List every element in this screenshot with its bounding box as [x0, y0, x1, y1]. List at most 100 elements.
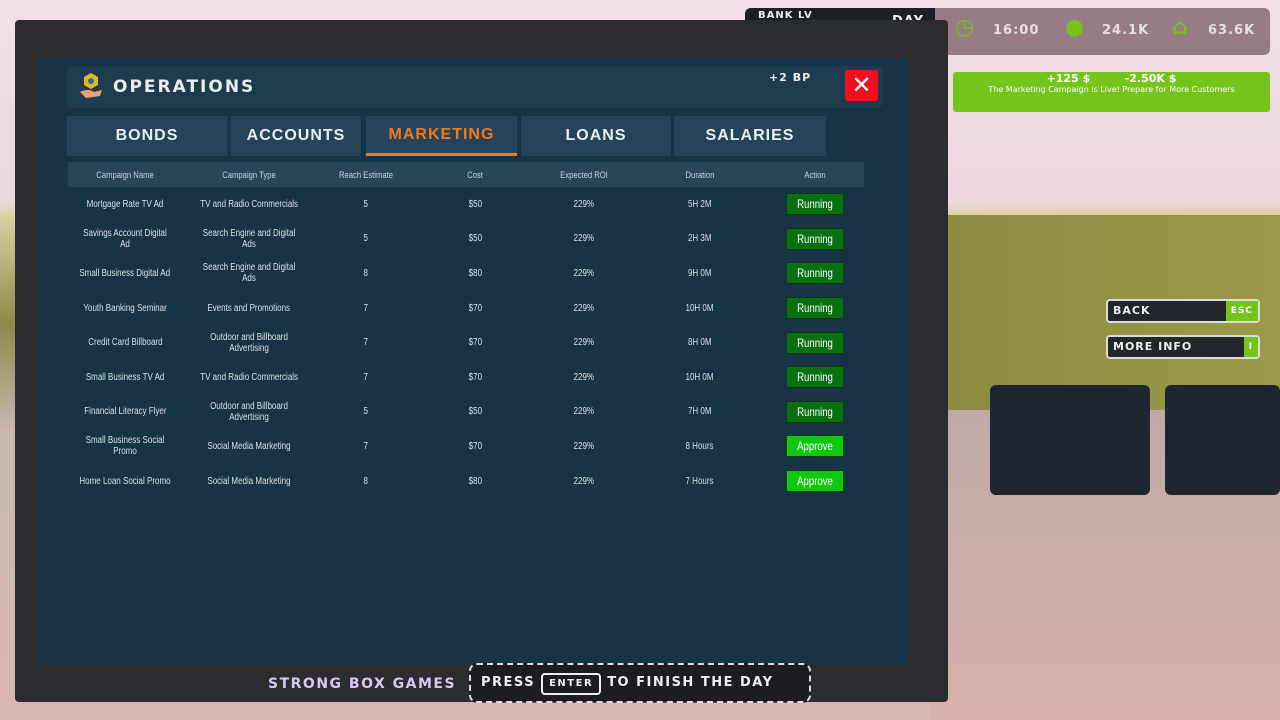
notification-message: The Marketing Campaign is Live! Prepare … — [988, 85, 1235, 94]
table-cell: 2H 3M — [634, 222, 766, 257]
cell-text: TV and Radio Commercials — [200, 198, 298, 210]
table-cell: 7 — [316, 360, 416, 395]
bank-value: 63.6K — [1208, 23, 1256, 38]
tab-accounts[interactable]: ACCOUNTS — [231, 116, 361, 156]
table-cell: Running — [766, 360, 864, 395]
table-cell: 229% — [534, 325, 634, 360]
table-cell: Running — [766, 325, 864, 360]
table-cell: $50 — [416, 222, 534, 257]
approve-button[interactable]: Approve — [786, 470, 844, 493]
table-cell: TV and Radio Commercials — [182, 187, 316, 222]
studio-name: STRONG BOX GAMES — [268, 676, 457, 692]
cell-text: 8 — [363, 267, 369, 279]
cell-text: $50 — [468, 198, 482, 210]
cell-text: 10H 0M — [685, 302, 714, 314]
finish-day-prompt[interactable]: PRESS ENTER TO FINISH THE DAY — [469, 663, 811, 703]
table-cell: Approve — [766, 464, 864, 499]
cell-text: 5H 2M — [688, 198, 712, 210]
cell-text: 8 — [363, 475, 369, 487]
cell-text: Small Business TV Ad — [85, 371, 165, 383]
cell-text: $70 — [468, 337, 482, 349]
tab-marketing[interactable]: MARKETING — [366, 116, 517, 156]
cell-text: 7 — [363, 337, 369, 349]
cell-text: Small Business Social Promo — [85, 435, 165, 458]
cell-text: Home Loan Social Promo — [79, 475, 171, 487]
cell-text: 8H 0M — [688, 337, 712, 349]
window-header — [67, 66, 882, 108]
cell-text: Small Business Digital Ad — [79, 267, 171, 279]
table-row: Small Business TV Ad TV and Radio Commerc… — [68, 360, 864, 395]
more-info-label: MORE INFO — [1113, 340, 1193, 353]
cash-value: 24.1K — [1102, 23, 1150, 38]
close-button[interactable]: ✕ — [845, 70, 878, 101]
cell-text: 7H 0M — [688, 406, 712, 418]
column-header: Campaign Name — [96, 169, 154, 180]
cell-text: 229% — [573, 475, 595, 487]
more-info-button[interactable]: MORE INFO I — [1106, 335, 1260, 359]
table-cell: Running — [766, 395, 864, 430]
bank-icon: ⌂ — [1172, 15, 1189, 40]
back-button[interactable]: BACK ESC — [1106, 299, 1260, 323]
table-cell: Small Business TV Ad — [68, 360, 182, 395]
table-cell: 229% — [534, 464, 634, 499]
i-key: I — [1243, 337, 1258, 357]
table-cell: $70 — [416, 360, 534, 395]
cell-text: $70 — [468, 371, 482, 383]
table-cell: 8 — [316, 256, 416, 291]
table-cell: Approve — [766, 429, 864, 464]
column-header: Cost — [467, 169, 483, 180]
running-button[interactable]: Running — [786, 262, 844, 285]
cell-text: Search Engine and Digital Ads — [202, 262, 296, 285]
table-cell: Outdoor and Billboard Advertising — [182, 325, 316, 360]
cell-text: 229% — [573, 406, 595, 418]
sofa — [990, 385, 1150, 495]
table-cell: 5 — [316, 187, 416, 222]
table-cell: Financial Literacy Flyer — [68, 395, 182, 430]
tab-loans[interactable]: LOANS — [521, 116, 671, 156]
table-cell: $50 — [416, 187, 534, 222]
cell-text: 7 Hours — [685, 475, 714, 487]
table-cell: Search Engine and Digital Ads — [182, 256, 316, 291]
table-cell: 229% — [534, 291, 634, 326]
cell-text: 5 — [363, 198, 369, 210]
cell-text: 229% — [573, 233, 595, 245]
tab-salaries[interactable]: SALARIES — [674, 116, 826, 156]
table-cell: Search Engine and Digital Ads — [182, 222, 316, 257]
cell-text: $80 — [468, 267, 482, 279]
table-cell: 5 — [316, 222, 416, 257]
table-row: Savings Account Digital Ad Search Engine … — [68, 222, 864, 257]
expense: -2.50K $ — [1124, 72, 1177, 85]
table-cell: Running — [766, 256, 864, 291]
cell-text: TV and Radio Commercials — [200, 371, 298, 383]
table-cell: 7 Hours — [634, 464, 766, 499]
cell-text: 2H 3M — [688, 233, 712, 245]
tab-bonds[interactable]: BONDS — [67, 116, 227, 156]
table-cell: Events and Promotions — [182, 291, 316, 326]
table-cell: Savings Account Digital Ad — [68, 222, 182, 257]
running-button[interactable]: Running — [786, 331, 844, 354]
cell-text: 5 — [363, 406, 369, 418]
cell-text: 229% — [573, 198, 595, 210]
table-cell: $70 — [416, 291, 534, 326]
table-cell: Home Loan Social Promo — [68, 464, 182, 499]
running-button[interactable]: Running — [786, 227, 844, 250]
table-cell: 5H 2M — [634, 187, 766, 222]
table-cell: 10H 0M — [634, 360, 766, 395]
cell-text: Search Engine and Digital Ads — [202, 227, 296, 250]
table-row: Small Business Social Promo Social Media … — [68, 429, 864, 464]
table-cell: 229% — [534, 187, 634, 222]
table-cell: $50 — [416, 395, 534, 430]
table-cell: Social Media Marketing — [182, 464, 316, 499]
running-button[interactable]: Running — [786, 297, 844, 320]
cell-text: Savings Account Digital Ad — [83, 227, 167, 250]
column-header: Action — [804, 169, 826, 180]
approve-button[interactable]: Approve — [786, 435, 844, 458]
running-button[interactable]: Running — [786, 193, 844, 216]
press-label: PRESS — [481, 675, 536, 690]
table-cell: TV and Radio Commercials — [182, 360, 316, 395]
running-button[interactable]: Running — [786, 400, 844, 423]
table-cell: 7 — [316, 429, 416, 464]
running-button[interactable]: Running — [786, 366, 844, 389]
clock-icon: ◷ — [955, 15, 976, 40]
table-cell: 5 — [316, 395, 416, 430]
